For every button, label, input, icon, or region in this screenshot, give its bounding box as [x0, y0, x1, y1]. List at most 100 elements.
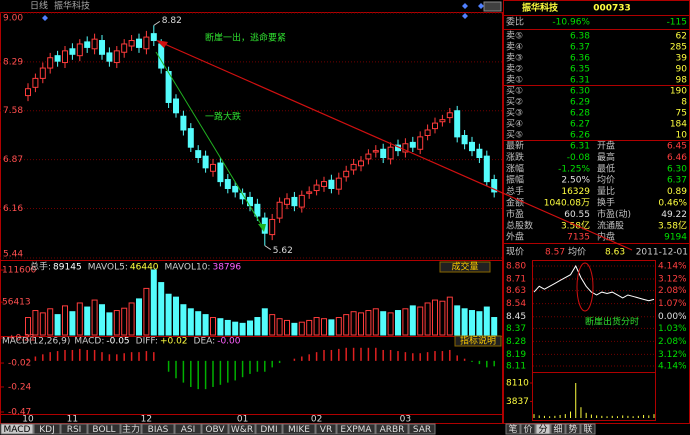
- indicator-button[interactable]: [454, 335, 502, 347]
- pct-tick-label: 3.12%: [658, 275, 687, 285]
- candle-body: [321, 181, 327, 187]
- candle-body: [121, 43, 128, 53]
- volume-bar: [343, 314, 350, 336]
- book-volume: 90: [676, 65, 688, 75]
- high-label: 8.82: [162, 16, 182, 26]
- stock-name: 振华科技: [54, 0, 90, 12]
- tab[interactable]: [141, 423, 175, 435]
- volume-bar: [476, 311, 483, 336]
- tab[interactable]: [505, 423, 521, 435]
- candle-body: [113, 50, 120, 64]
- candle-body: [76, 43, 83, 57]
- pointer: [153, 20, 161, 26]
- tab-label: BOLL: [92, 425, 115, 435]
- book-price: -10.96%: [552, 18, 590, 28]
- legend-value: 46440: [130, 263, 159, 273]
- y-tick-label: +0.21: [8, 334, 36, 344]
- candle-body: [69, 48, 76, 55]
- candle-body: [343, 170, 350, 178]
- volume-button[interactable]: [439, 261, 491, 273]
- highlight: [576, 262, 594, 312]
- y-tick-label: 9.00: [3, 14, 23, 24]
- tab[interactable]: [120, 423, 142, 435]
- tab[interactable]: [0, 423, 34, 435]
- candle-body: [173, 98, 179, 114]
- pct-tick-label: 3.12%: [658, 350, 687, 360]
- volume-bar: [402, 308, 409, 336]
- stat-label: 市盈(动): [597, 208, 631, 220]
- book-volume: 285: [670, 43, 687, 53]
- tab[interactable]: [255, 423, 283, 435]
- stat-label: 流通股: [597, 219, 624, 231]
- volume-bar: [187, 308, 194, 336]
- tab[interactable]: [33, 423, 61, 435]
- tab[interactable]: [520, 423, 536, 435]
- candle-body: [372, 150, 379, 153]
- tab[interactable]: [550, 423, 566, 435]
- candle-body: [54, 55, 61, 62]
- tab[interactable]: [201, 423, 229, 435]
- arrowhead: [156, 40, 168, 48]
- stat-value: 7135: [567, 233, 590, 243]
- y-tick-label: 6.87: [3, 155, 23, 165]
- window-button[interactable]: [483, 1, 502, 12]
- stat-label: 最低: [597, 162, 615, 174]
- book-price: 6.38: [570, 32, 590, 42]
- tab[interactable]: [315, 423, 337, 435]
- y-tick-label: 6.16: [3, 204, 23, 214]
- book-label: 买④: [506, 119, 523, 130]
- volume-bar: [99, 304, 105, 336]
- candle-body: [143, 36, 150, 50]
- book-volume: 98: [676, 76, 688, 86]
- book-volume: 62: [676, 32, 687, 42]
- tab-label: DMI: [260, 425, 277, 435]
- y-tick-label: 8.71: [506, 275, 526, 285]
- stat-value: 0.46%: [658, 199, 687, 209]
- volume-bar: [113, 310, 120, 336]
- stat-label: 总股数: [506, 219, 533, 231]
- legend-value: 38796: [212, 263, 241, 273]
- book-price: 6.26: [570, 131, 590, 141]
- y-tick-label: 8.28: [506, 337, 526, 347]
- tab[interactable]: [282, 423, 316, 435]
- tab-label: 价: [523, 424, 532, 435]
- tab[interactable]: [565, 423, 581, 435]
- candle-body: [91, 38, 98, 50]
- tab[interactable]: [336, 423, 376, 435]
- tab[interactable]: [228, 423, 256, 435]
- candle-body: [417, 136, 424, 150]
- tab[interactable]: [174, 423, 202, 435]
- stock-name: 振华科技: [522, 2, 559, 14]
- book-label: 买①: [506, 86, 523, 97]
- stat-value: 6.30: [667, 164, 687, 174]
- volume-bar: [165, 293, 172, 336]
- legend-label: DIFF:: [136, 337, 158, 347]
- candle-body: [476, 148, 483, 159]
- tab[interactable]: [60, 423, 88, 435]
- tab[interactable]: [535, 423, 551, 435]
- tab-label: VR: [320, 425, 332, 435]
- tab[interactable]: [87, 423, 121, 435]
- volume-bar: [387, 312, 394, 336]
- volume-bar: [350, 311, 357, 336]
- volume-bar: [210, 317, 216, 336]
- arrow: [155, 51, 263, 227]
- tab[interactable]: [580, 423, 596, 435]
- tab[interactable]: [375, 423, 409, 435]
- volume-bar: [446, 296, 453, 336]
- tab[interactable]: [408, 423, 436, 435]
- book-label: 委比: [506, 16, 524, 28]
- legend-value: -0.00: [217, 337, 241, 347]
- volume-bar: [39, 312, 46, 336]
- volume-bar: [424, 302, 431, 336]
- book-price: 6.29: [570, 98, 590, 108]
- candle-body: [284, 198, 290, 205]
- candle-body: [335, 177, 342, 190]
- pointer: [264, 245, 272, 251]
- volume-bar: [202, 314, 209, 336]
- annotation: 断崖出货分时: [585, 316, 639, 328]
- volume-bar: [173, 296, 179, 336]
- tab-label: MIKE: [288, 425, 310, 435]
- candle-body: [365, 153, 372, 160]
- volume-bar: [439, 300, 446, 336]
